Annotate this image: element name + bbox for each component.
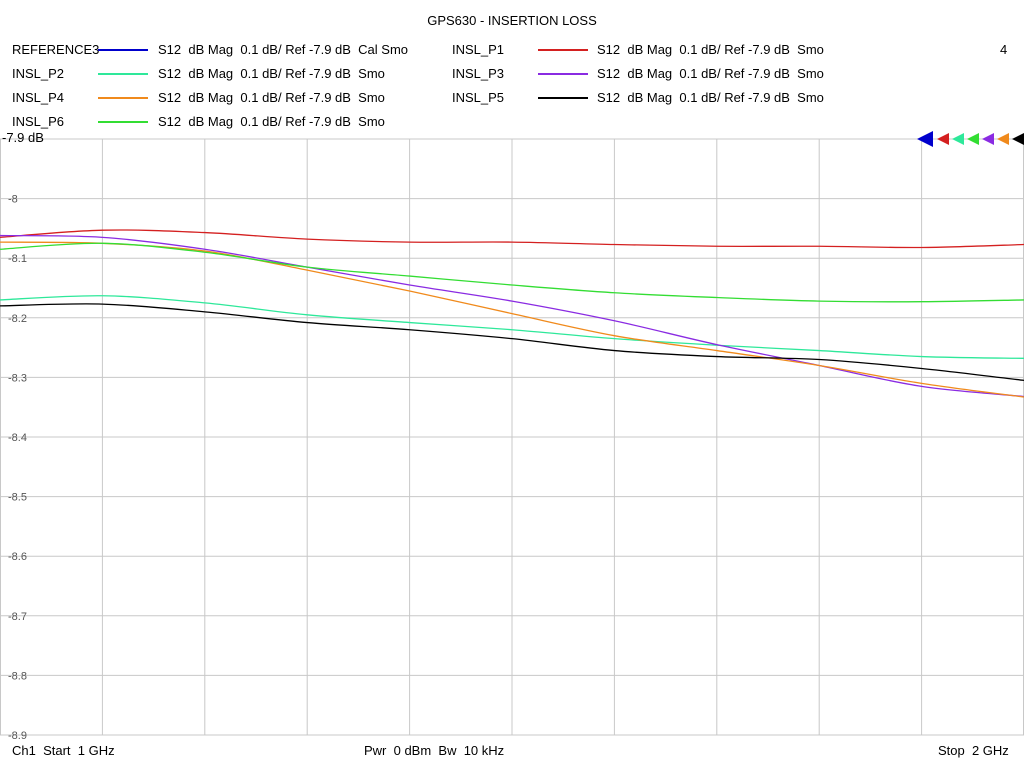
legend-desc-insl-p6: S12 dB Mag 0.1 dB/ Ref -7.9 dB Smo [158, 114, 385, 129]
legend-name-reference3: REFERENCE3 [12, 42, 100, 57]
y-tick-label: -8.6 [8, 551, 27, 563]
legend-swatch-insl-p2 [98, 73, 148, 75]
series-line-insl-p3 [0, 234, 1024, 398]
trace-reference-marker [1012, 133, 1024, 145]
series-line-insl-p6 [0, 242, 1024, 303]
y-tick-label: -8.8 [8, 670, 27, 682]
trace-reference-marker [982, 133, 994, 145]
series-line-insl-p4 [0, 241, 1024, 398]
trace-reference-marker [952, 133, 964, 145]
legend-swatch-reference3 [98, 49, 148, 51]
legend-name-insl-p5: INSL_P5 [452, 90, 505, 105]
legend-swatch-insl-p6 [98, 121, 148, 123]
footer-center: Pwr 0 dBm Bw 10 kHz [364, 743, 505, 758]
trace-reference-marker [917, 131, 933, 147]
legend-swatch-insl-p4 [98, 97, 148, 99]
y-tick-label: -8 [8, 194, 18, 206]
legend-name-insl-p4: INSL_P4 [12, 90, 65, 105]
footer-stop: Stop 2 GHz [938, 743, 1009, 758]
legend-desc-insl-p1: S12 dB Mag 0.1 dB/ Ref -7.9 dB Smo [597, 42, 824, 57]
y-tick-label: -8.2 [8, 313, 27, 325]
legend-swatch-insl-p3 [538, 73, 588, 75]
series-line-insl-p5 [0, 303, 1024, 382]
footer-start: Ch1 Start 1 GHz [12, 743, 115, 758]
legend-desc-insl-p2: S12 dB Mag 0.1 dB/ Ref -7.9 dB Smo [158, 66, 385, 81]
legend-name-insl-p3: INSL_P3 [452, 66, 505, 81]
y-tick-label: -8.4 [8, 432, 27, 444]
legend-desc-insl-p5: S12 dB Mag 0.1 dB/ Ref -7.9 dB Smo [597, 90, 824, 105]
series-line-insl-p2 [0, 295, 1024, 359]
legend-swatch-insl-p5 [538, 97, 588, 99]
legend-swatch-insl-p1 [538, 49, 588, 51]
trace-reference-marker [997, 133, 1009, 145]
legend-name-insl-p1: INSL_P1 [452, 42, 505, 57]
y-tick-label: -8.1 [8, 253, 27, 265]
y-tick-label: -8.9 [8, 730, 27, 742]
y-tick-label: -8.7 [8, 611, 27, 623]
legend-desc-insl-p3: S12 dB Mag 0.1 dB/ Ref -7.9 dB Smo [597, 66, 824, 81]
legend-name-insl-p2: INSL_P2 [12, 66, 65, 81]
legend-name-insl-p6: INSL_P6 [12, 114, 65, 129]
y-tick-label: -8.3 [8, 372, 27, 384]
marker-count: 4 [1000, 42, 1008, 57]
reference-level-label: -7.9 dB [2, 130, 44, 145]
trace-reference-marker [967, 133, 979, 145]
series-line-insl-p1 [0, 229, 1024, 249]
legend-desc-insl-p4: S12 dB Mag 0.1 dB/ Ref -7.9 dB Smo [158, 90, 385, 105]
y-tick-label: -8.5 [8, 492, 27, 504]
chart-title: GPS630 - INSERTION LOSS [427, 13, 597, 28]
legend-desc-reference3: S12 dB Mag 0.1 dB/ Ref -7.9 dB Cal Smo [158, 42, 409, 57]
trace-reference-marker [937, 133, 949, 145]
